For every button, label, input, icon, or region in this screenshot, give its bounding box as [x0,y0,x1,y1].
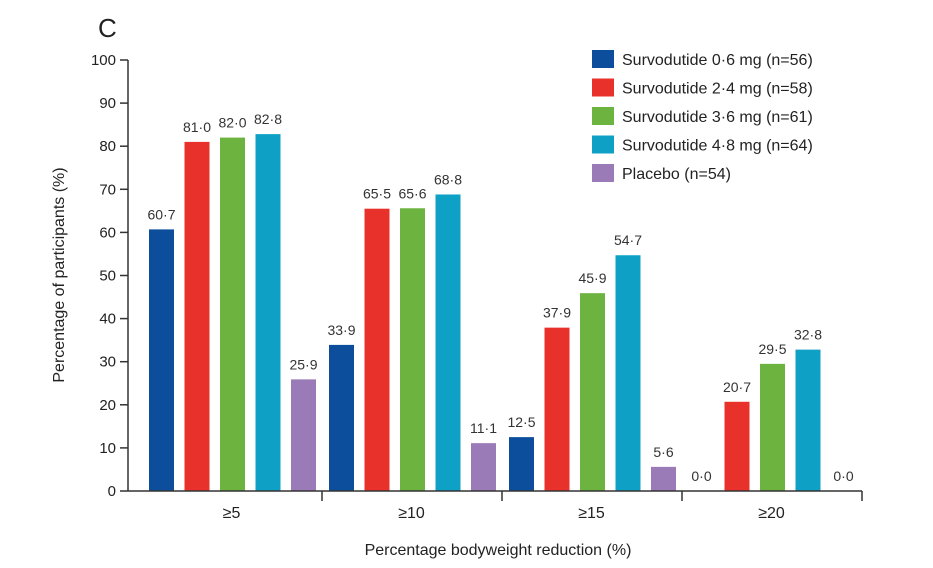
bar [255,134,281,491]
data-label: 81·0 [183,119,211,135]
legend-label: Survodutide 2·4 mg (n=58) [622,81,813,98]
bar [329,344,354,491]
data-label: 29·5 [758,341,786,357]
legend-swatch [592,78,614,97]
data-label: 32·8 [794,327,822,343]
y-tick-label: 40 [99,311,116,328]
x-category-label: ≥15 [578,505,605,522]
legend-label: Survodutide 4·8 mg (n=64) [622,138,813,155]
data-label: 11·1 [470,420,497,436]
y-tick-label: 0 [108,483,116,500]
x-category-label: ≥10 [398,505,425,522]
bar [364,208,390,491]
x-axis-title: Percentage bodyweight reduction (%) [365,542,632,559]
bar [651,466,676,491]
data-label: 12·5 [507,414,535,430]
data-label: 68·8 [434,171,462,187]
data-label: 25·9 [289,356,317,372]
y-tick-label: 100 [91,52,116,69]
data-label: 20·7 [723,379,751,395]
y-tick-label: 10 [99,440,116,457]
bar [184,141,210,491]
data-label: 60·7 [147,206,175,222]
y-tick-label: 30 [99,354,116,371]
bar [220,137,245,491]
data-label: 65·6 [398,185,426,201]
y-tick-label: 50 [99,268,116,285]
x-category-label: ≥5 [223,505,241,522]
bar [615,255,641,491]
bar [724,401,750,491]
bar [400,208,425,491]
data-labels: 60·7 81·0 82·0 82·8 25·9 33·9 65·5 65·6 68·8 11·1… [147,111,853,484]
y-tick-label: 80 [99,138,116,155]
data-label: 0·0 [833,468,853,484]
data-label: 0·0 [691,468,711,484]
y-tick-label: 70 [99,181,116,198]
data-label: 82·8 [254,111,282,127]
data-label: 45·9 [578,270,606,286]
bar [544,327,570,491]
axes: ≥5 ≥10 ≥15 ≥20 [127,60,863,522]
bar [291,379,316,491]
data-label: 82·0 [218,115,246,131]
data-label: 37·9 [543,305,571,321]
data-label: 33·9 [327,322,355,338]
legend-swatch [592,107,614,125]
panel-label: C [98,13,117,43]
y-tick-label: 20 [99,397,116,414]
data-label: 54·7 [614,232,642,248]
legend-label: Survodutide 0·6 mg (n=56) [622,52,813,69]
y-tick-label: 90 [99,95,116,112]
legend-swatch [592,135,614,154]
y-axis-title: Percentage of participants (%) [51,167,68,382]
bar [509,437,534,491]
bar [471,443,496,491]
data-label: 65·5 [363,186,391,202]
bar [795,349,821,491]
y-axis-ticks: 0 10 20 30 40 50 60 70 80 90 100 [91,52,128,500]
y-tick-label: 60 [99,224,116,241]
legend-swatch [592,164,614,182]
bar [435,194,461,492]
data-label: 5·6 [653,444,673,460]
bar [760,363,785,491]
legend-swatch [592,50,614,68]
legend-label: Survodutide 3·6 mg (n=61) [622,109,813,126]
bars [149,134,821,492]
bar [580,293,605,491]
legend: Survodutide 0·6 mg (n=56) Survodutide 2·4… [592,50,813,183]
bar [149,229,174,491]
legend-label: Placebo (n=54) [622,166,731,183]
x-category-label: ≥20 [758,505,785,522]
